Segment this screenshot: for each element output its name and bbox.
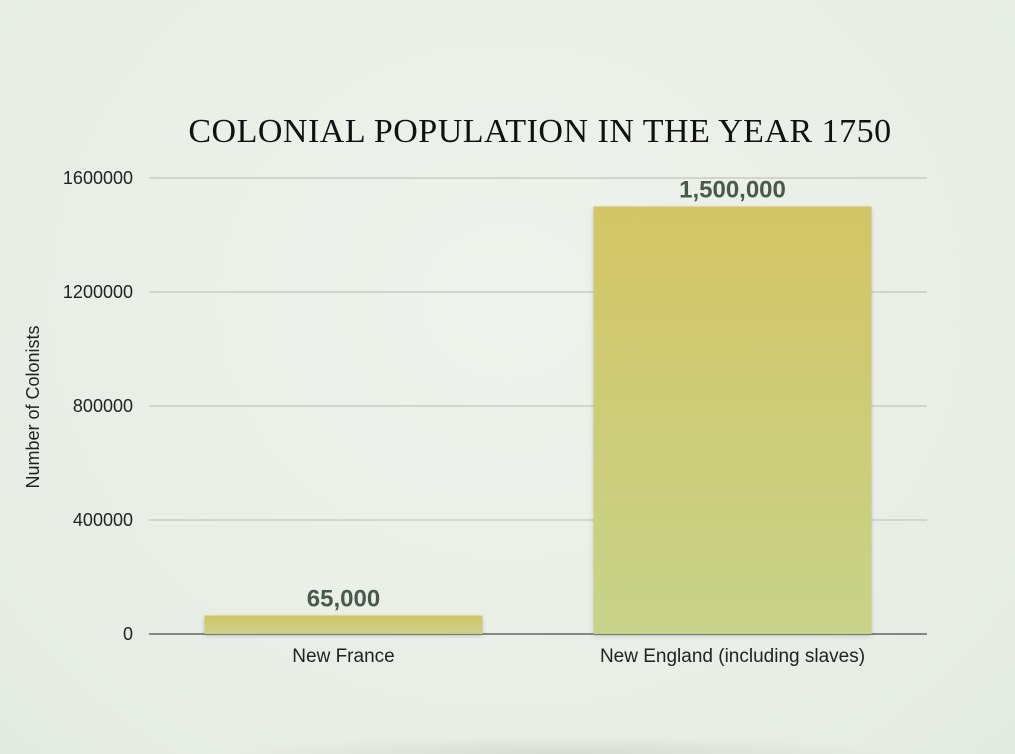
y-tick-label: 1600000 [63,168,133,188]
bars [204,206,872,634]
bar [593,206,872,634]
y-tick-label: 0 [123,624,133,644]
y-tick-label: 1200000 [63,282,133,302]
y-tick-label: 800000 [73,396,133,416]
y-tick-label: 400000 [73,510,133,530]
chart-title: COLONIAL POPULATION IN THE YEAR 1750 [188,113,892,150]
data-label: 65,000 [307,585,380,612]
data-label: 1,500,000 [679,177,786,204]
x-tick-label: New France [292,646,394,667]
bar [204,615,483,634]
y-axis-label: Number of Colonists [23,325,43,488]
floor-shadow [230,736,900,754]
x-tick-label: New England (including slaves) [600,646,865,667]
labels: 0 400000 800000 1200000 1600000 65,000 New Fra… [63,168,865,667]
